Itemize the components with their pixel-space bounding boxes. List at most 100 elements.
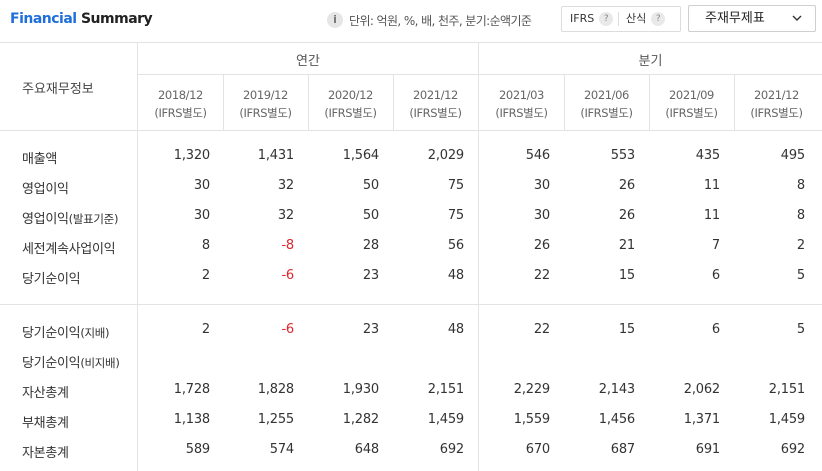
table-cell: 648 [354,442,379,457]
table-cell: 7 [711,238,720,253]
table-cell: 30 [193,178,210,193]
standard-toggle: IFRS? 산식? [561,6,681,32]
period-date: 2020/12 [328,88,373,102]
table-cell: 546 [525,148,550,163]
period-basis: (IFRS별도) [239,106,292,120]
table-cell: 32 [277,208,294,223]
table-cell: 2,229 [513,382,550,397]
period-header: 2019/12 (IFRS별도) [223,86,308,122]
table-cell: 28 [362,238,379,253]
table-cell: 1,564 [342,148,379,163]
quarter-group-header: 분기 [638,54,663,69]
row-label: 당기순이익(비지배) [22,352,120,371]
period-basis: (IFRS별도) [580,106,633,120]
period-header: 2021/09 (IFRS별도) [649,86,734,122]
row-label-main: 당기순이익 [22,326,81,341]
period-basis: (IFRS별도) [665,106,718,120]
table-cell: -6 [281,322,294,337]
section-title: Financial Summary [10,11,153,27]
period-date: 2018/12 [158,88,203,102]
period-date: 2021/12 [754,88,799,102]
info-icon[interactable]: i [327,12,343,28]
table-cell: 23 [362,322,379,337]
table-cell: 8 [796,178,805,193]
period-basis: (IFRS별도) [750,106,803,120]
table-cell: 1,459 [768,412,805,427]
table-top-border [0,42,822,43]
table-cell: 1,371 [683,412,720,427]
table-cell: 2,151 [427,382,464,397]
table-cell: -6 [281,268,294,283]
table-cell: 56 [447,238,464,253]
table-cell: 48 [447,322,464,337]
table-cell: 22 [533,268,550,283]
row-label-main: 매출액 [22,152,57,167]
row-label: 자산총계 [22,382,69,401]
corner-header: 주요재무정보 [22,82,94,97]
row-label-main: 부채총계 [22,416,69,431]
table-cell: 5 [796,322,805,337]
date-column-divider [564,74,565,130]
period-header: 2018/12 (IFRS별도) [138,86,223,122]
table-cell: 1,728 [173,382,210,397]
date-column-divider [734,74,735,130]
table-cell: 2 [201,268,210,283]
table-cell: 26 [618,178,635,193]
date-column-divider [649,74,650,130]
table-cell: 574 [269,442,294,457]
table-cell: 5 [796,268,805,283]
period-basis: (IFRS별도) [409,106,462,120]
row-label-main: 당기순이익 [22,356,81,371]
table-cell: 48 [447,268,464,283]
table-cell: 589 [185,442,210,457]
table-cell: 32 [277,178,294,193]
group-header-divider [138,74,822,75]
statement-select[interactable]: 주재무제표 [688,5,816,32]
table-cell: 435 [695,148,720,163]
period-basis: (IFRS별도) [154,106,207,120]
table-cell: 30 [193,208,210,223]
formula-option[interactable]: 산식? [626,7,666,31]
row-label: 자본총계 [22,442,69,461]
table-cell: 1,559 [513,412,550,427]
row-label: 당기순이익 [22,268,81,287]
date-column-divider [223,74,224,130]
period-date: 2021/12 [413,88,458,102]
period-date: 2021/03 [499,88,544,102]
title-prefix: Financial [10,11,77,27]
table-cell: -8 [281,238,294,253]
row-label-main: 당기순이익 [22,272,81,287]
table-cell: 2 [201,322,210,337]
period-date: 2021/09 [669,88,714,102]
table-cell: 6 [711,322,720,337]
ifrs-help-icon[interactable]: ? [599,12,614,26]
table-cell: 11 [703,208,720,223]
table-cell: 2,029 [427,148,464,163]
table-cell: 692 [439,442,464,457]
period-date: 2021/06 [584,88,629,102]
table-cell: 8 [201,238,210,253]
table-cell: 2,062 [683,382,720,397]
header-bottom-border [0,130,822,131]
summary-header: Financial Summary i 단위: 억원, %, 배, 천주, 분기… [0,0,822,42]
table-cell: 6 [711,268,720,283]
table-cell: 50 [362,208,379,223]
table-cell: 2,143 [598,382,635,397]
row-label-main: 영업이익 [22,182,69,197]
toggle-divider [618,12,619,26]
table-cell: 691 [695,442,720,457]
table-cell: 1,255 [257,412,294,427]
table-cell: 8 [796,208,805,223]
table-cell: 26 [618,208,635,223]
table-cell: 687 [610,442,635,457]
table-cell: 1,930 [342,382,379,397]
period-header: 2021/12 (IFRS별도) [393,86,478,122]
table-cell: 1,282 [342,412,379,427]
ifrs-option[interactable]: IFRS? [570,7,614,31]
period-date: 2019/12 [243,88,288,102]
period-header: 2020/12 (IFRS별도) [308,86,393,122]
date-column-divider [393,74,394,130]
formula-help-icon[interactable]: ? [651,12,666,26]
row-label: 세전계속사업이익 [22,238,116,257]
table-cell: 1,456 [598,412,635,427]
